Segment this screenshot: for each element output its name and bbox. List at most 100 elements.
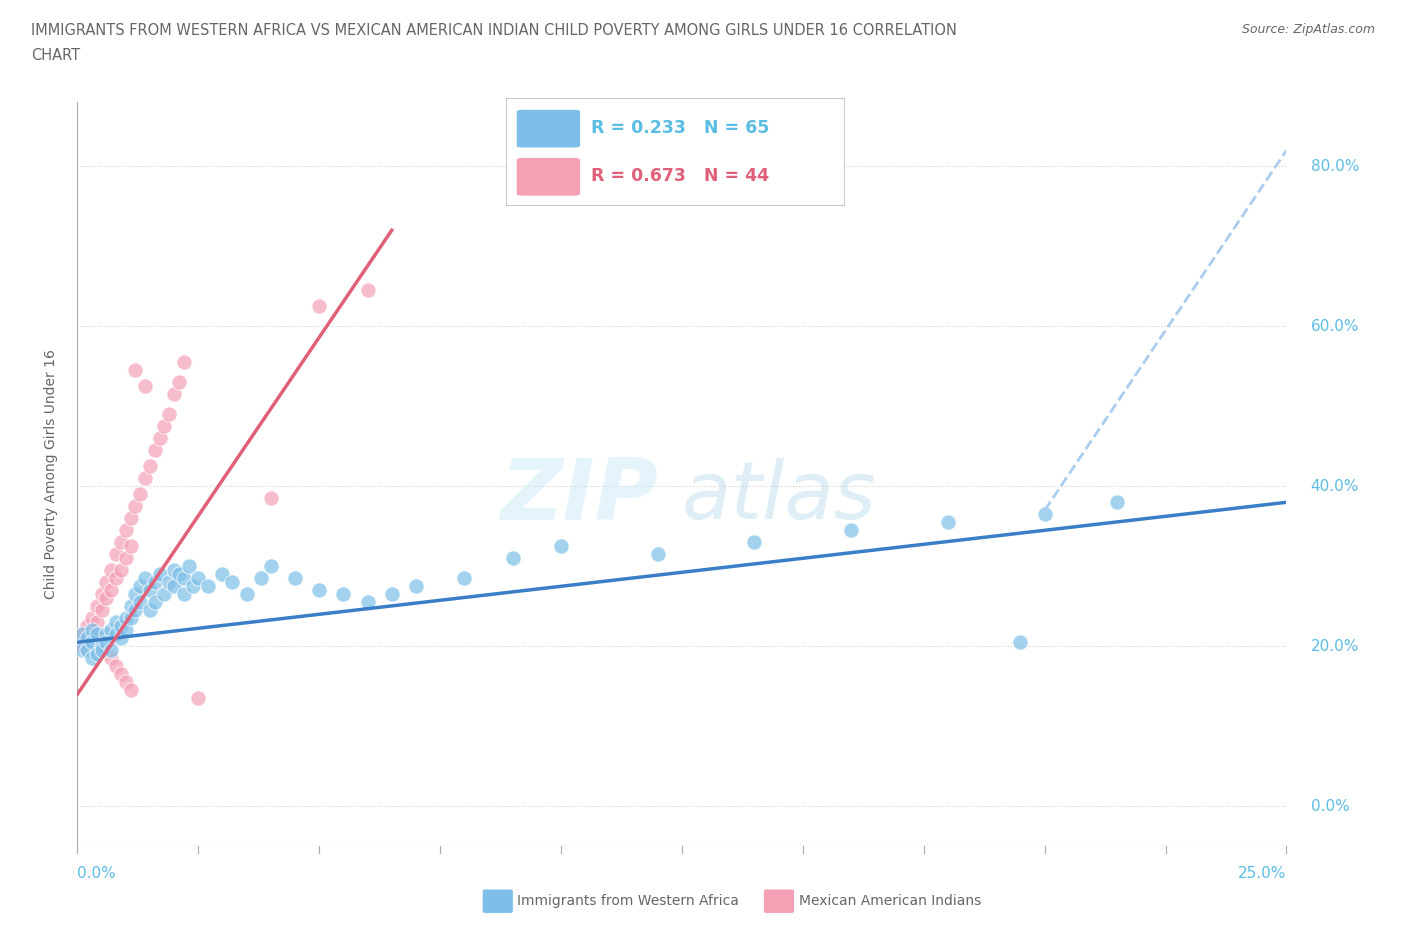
Point: [153, 418, 176, 433]
Point: [936, 515, 959, 530]
Point: [90, 639, 112, 654]
Point: [148, 431, 170, 445]
Point: [76, 618, 98, 633]
Point: [235, 587, 257, 602]
Point: [70, 627, 93, 642]
Point: [211, 567, 233, 582]
Text: 80.0%: 80.0%: [1310, 159, 1360, 174]
Point: [744, 535, 766, 550]
Point: [90, 643, 112, 658]
Point: [139, 458, 162, 473]
Point: [250, 571, 273, 586]
Point: [110, 535, 132, 550]
Point: [76, 635, 98, 650]
Point: [167, 567, 190, 582]
Point: [80, 623, 103, 638]
Point: [163, 578, 186, 593]
Point: [173, 571, 195, 586]
Point: [105, 615, 128, 630]
Text: 0.0%: 0.0%: [77, 867, 117, 882]
Point: [381, 587, 404, 602]
Text: IMMIGRANTS FROM WESTERN AFRICA VS MEXICAN AMERICAN INDIAN CHILD POVERTY AMONG GI: IMMIGRANTS FROM WESTERN AFRICA VS MEXICA…: [31, 23, 957, 38]
Point: [153, 587, 176, 602]
Point: [139, 583, 162, 598]
FancyBboxPatch shape: [516, 157, 581, 196]
Point: [129, 578, 152, 593]
Text: 40.0%: 40.0%: [1310, 479, 1360, 494]
Point: [76, 643, 98, 658]
Point: [356, 595, 378, 610]
Point: [163, 563, 186, 578]
Point: [105, 658, 128, 673]
Text: Source: ZipAtlas.com: Source: ZipAtlas.com: [1241, 23, 1375, 36]
Point: [96, 591, 118, 605]
Point: [134, 571, 156, 586]
Point: [167, 375, 190, 390]
Point: [453, 571, 475, 586]
Point: [647, 547, 669, 562]
Point: [129, 487, 152, 502]
Text: ZIP: ZIP: [501, 455, 658, 538]
Point: [173, 355, 195, 370]
Point: [120, 599, 142, 614]
Point: [163, 387, 186, 402]
Point: [110, 563, 132, 578]
Point: [157, 575, 180, 590]
Point: [86, 599, 108, 614]
Point: [80, 627, 103, 642]
Point: [284, 571, 307, 586]
Point: [129, 595, 152, 610]
Point: [308, 299, 330, 313]
Text: CHART: CHART: [31, 48, 80, 63]
Text: 0.0%: 0.0%: [1310, 799, 1350, 814]
Text: Mexican American Indians: Mexican American Indians: [799, 894, 981, 909]
Point: [70, 643, 93, 658]
Point: [86, 615, 108, 630]
Point: [550, 538, 572, 553]
Point: [120, 683, 142, 698]
Point: [96, 635, 118, 650]
Point: [120, 511, 142, 525]
Point: [221, 575, 243, 590]
Point: [76, 631, 98, 645]
Point: [105, 627, 128, 642]
Point: [100, 563, 122, 578]
Point: [110, 667, 132, 682]
Point: [173, 587, 195, 602]
Text: R = 0.233   N = 65: R = 0.233 N = 65: [591, 119, 769, 137]
Point: [197, 578, 219, 593]
Point: [124, 498, 146, 513]
Point: [105, 547, 128, 562]
Point: [134, 471, 156, 485]
Point: [120, 538, 142, 553]
Point: [110, 618, 132, 633]
Point: [124, 363, 146, 378]
Point: [90, 603, 112, 618]
Point: [139, 603, 162, 618]
Point: [70, 639, 93, 654]
Point: [124, 587, 146, 602]
Point: [183, 578, 205, 593]
Point: [80, 635, 103, 650]
Point: [86, 627, 108, 642]
Point: [105, 571, 128, 586]
Point: [405, 578, 427, 593]
Text: Immigrants from Western Africa: Immigrants from Western Africa: [517, 894, 740, 909]
Point: [502, 551, 524, 565]
Point: [143, 575, 166, 590]
Point: [187, 691, 209, 706]
Text: Child Poverty Among Girls Under 16: Child Poverty Among Girls Under 16: [44, 350, 58, 599]
Point: [187, 571, 209, 586]
Point: [143, 595, 166, 610]
Point: [70, 627, 93, 642]
Point: [124, 603, 146, 618]
Point: [100, 651, 122, 666]
Point: [110, 631, 132, 645]
Point: [1107, 495, 1129, 510]
Point: [356, 283, 378, 298]
Point: [90, 587, 112, 602]
Point: [177, 559, 200, 574]
Point: [114, 611, 136, 626]
Point: [260, 559, 283, 574]
FancyBboxPatch shape: [516, 110, 581, 148]
